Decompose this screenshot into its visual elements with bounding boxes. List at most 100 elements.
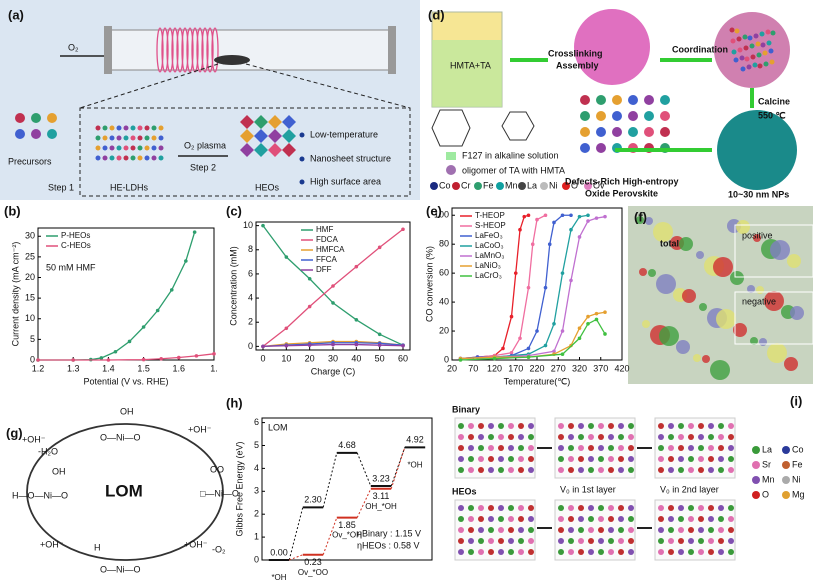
decor (261, 417, 433, 561)
y-axis-label: Concentration (mM) (228, 246, 238, 326)
y-tick-label: 0 (254, 554, 259, 564)
label: O—Ni—O (100, 432, 141, 442)
marker (331, 342, 335, 347)
label: negative (742, 296, 776, 306)
decor (628, 95, 638, 105)
decor (468, 467, 474, 473)
label: +OH⁻ (188, 424, 212, 434)
decor (668, 445, 674, 451)
decor (458, 538, 464, 544)
decor (784, 357, 798, 371)
decor (734, 291, 813, 345)
decor (598, 516, 604, 522)
legend-label: LaFeO₃ (475, 231, 503, 240)
octahedron (268, 129, 282, 143)
label: +OH⁻ (40, 539, 64, 549)
decor (558, 527, 564, 533)
marker (261, 344, 265, 349)
decor (708, 445, 714, 451)
decor (608, 549, 614, 555)
decor (498, 467, 504, 473)
decor (596, 111, 606, 121)
decor (618, 549, 624, 555)
decor (109, 145, 115, 151)
x-tick-label: 40 (351, 353, 361, 363)
decor (699, 303, 707, 311)
decor (698, 456, 704, 462)
decor (764, 291, 784, 311)
y-axis-label: CO conversion (%) (424, 246, 434, 322)
x-tick-label: 1.4 (102, 363, 115, 373)
decor (718, 456, 724, 462)
marker (377, 332, 382, 337)
decor (430, 182, 438, 190)
decor (518, 538, 524, 544)
decor (598, 423, 604, 429)
decor (763, 61, 769, 67)
y-tick-label: 4 (248, 292, 253, 302)
legend-label: C-HEOs (61, 241, 91, 250)
label: OH (120, 406, 134, 416)
label: O (571, 180, 578, 190)
decor (528, 549, 534, 555)
label: O (762, 489, 769, 499)
decor (598, 549, 604, 555)
decor (734, 224, 813, 278)
label: Assembly (556, 60, 599, 70)
connector (390, 447, 406, 487)
decor (498, 549, 504, 555)
decor (518, 445, 524, 451)
decor (698, 434, 704, 440)
marker (586, 322, 590, 326)
decor (109, 135, 115, 141)
marker (569, 278, 573, 283)
decor (612, 111, 622, 121)
decor (458, 445, 464, 451)
decor (588, 434, 594, 440)
panel-label: (b) (4, 203, 21, 218)
marker (331, 284, 335, 288)
decor (768, 48, 774, 54)
decor (478, 516, 484, 522)
marker (509, 350, 514, 355)
decor (658, 505, 664, 511)
decor (47, 113, 57, 123)
decor (596, 143, 606, 153)
label: H (94, 542, 101, 552)
decor (580, 127, 590, 137)
x-tick-label: 170 (508, 363, 523, 373)
decor (688, 527, 694, 533)
marker (127, 339, 132, 344)
decor (130, 125, 136, 131)
decor (736, 36, 742, 42)
label: HMTA+TA (450, 60, 491, 70)
value-label: 3.11 (373, 491, 390, 501)
marker (518, 227, 522, 232)
decor (618, 538, 624, 544)
coil (211, 27, 219, 73)
decor (728, 516, 734, 522)
decor (31, 113, 41, 123)
coil (171, 27, 179, 73)
decor (137, 125, 143, 131)
decor (759, 338, 767, 346)
label: O—Ni—O (100, 564, 141, 574)
label: Ov (593, 180, 605, 190)
decor (658, 538, 664, 544)
decor (151, 145, 157, 151)
decor (123, 155, 129, 161)
y-tick-label: 10 (243, 220, 253, 230)
decor (628, 445, 634, 451)
marker (284, 255, 289, 259)
decor (578, 423, 584, 429)
decor (158, 135, 164, 141)
decor (598, 538, 604, 544)
annotation: ηHEOs : 0.58 V (357, 540, 420, 550)
decor (558, 538, 564, 544)
coil (191, 27, 199, 73)
decor (518, 182, 526, 190)
marker (99, 356, 104, 360)
series-line (38, 353, 215, 361)
decor (478, 467, 484, 473)
decor (608, 527, 614, 533)
